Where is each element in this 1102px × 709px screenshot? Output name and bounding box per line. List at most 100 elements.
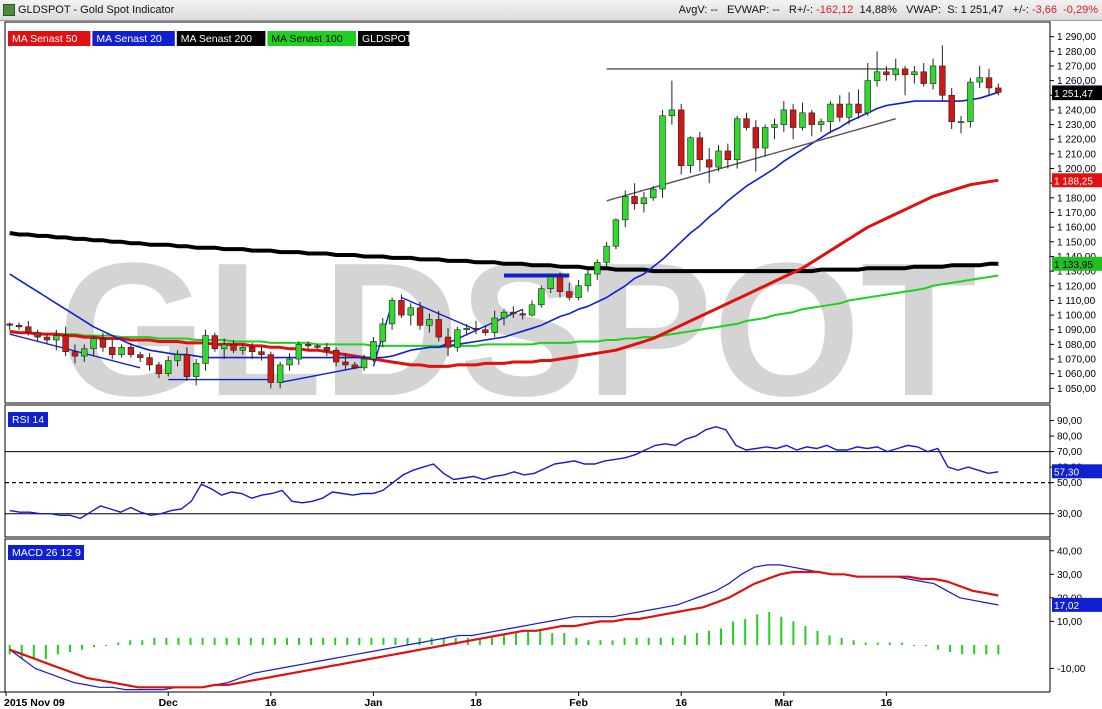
- candle-up: [370, 341, 377, 360]
- candle-down: [808, 112, 815, 125]
- legend-0-bg: [8, 31, 91, 46]
- macd-histogram-bar: [515, 633, 518, 645]
- macd-histogram-bar: [828, 635, 831, 645]
- macd-histogram-bar: [44, 644, 47, 660]
- candle-down: [920, 71, 927, 84]
- macd-histogram-bar: [732, 621, 735, 645]
- macd-histogram-bar: [117, 642, 120, 645]
- legend-0-label: MA Senast 50: [12, 33, 78, 45]
- macd-histogram-bar: [237, 637, 240, 645]
- candle-up: [584, 273, 592, 287]
- candle-down: [678, 109, 685, 166]
- price-tick-label: 1 070,00: [1057, 355, 1096, 366]
- macd-histogram-bar: [804, 626, 807, 645]
- last-price-tag: 1 251,47: [1054, 89, 1093, 100]
- rsi-legend-bg: [8, 412, 48, 427]
- time-tick-label: 16: [265, 697, 277, 709]
- time-tick-label: 18: [470, 697, 482, 709]
- macd-histogram-bar: [744, 619, 747, 645]
- candle-down: [883, 71, 890, 76]
- avgv-label: AvgV:: [678, 4, 708, 16]
- candle-down: [146, 357, 153, 366]
- time-tick-label: 16: [675, 697, 687, 709]
- window-title: GLDSPOT - Gold Spot Indicator: [18, 4, 175, 16]
- price-tick-label: 1 180,00: [1057, 193, 1096, 204]
- price-tick-label: 1 170,00: [1057, 208, 1096, 219]
- candle-down: [556, 276, 564, 292]
- candle-up: [379, 323, 386, 342]
- macd-histogram-bar: [973, 644, 976, 655]
- macd-histogram-bar: [949, 644, 952, 652]
- rsi-value-tag: 57,30: [1054, 467, 1079, 478]
- legend-1-label: MA Senast 20: [96, 33, 162, 45]
- candle-down: [631, 196, 638, 205]
- candle-down: [416, 307, 424, 326]
- macd-histogram-bar: [406, 637, 409, 645]
- time-tick-label: Dec: [159, 697, 178, 709]
- macd-histogram-bar: [816, 630, 819, 645]
- candle-down: [267, 354, 275, 383]
- r-value: -162,12: [816, 4, 854, 16]
- macd-legend-label: MACD 26 12 9: [12, 547, 81, 559]
- price-tick-label: 1 210,00: [1057, 149, 1096, 160]
- time-tick-label: Feb: [569, 697, 588, 709]
- price-tick-label: 1 240,00: [1057, 105, 1096, 116]
- candle-up: [659, 115, 666, 190]
- ma20-line: [9, 91, 999, 359]
- macd-histogram-bar: [937, 644, 940, 650]
- candle-up: [528, 304, 536, 316]
- macd-tick-label: -10,00: [1057, 664, 1086, 675]
- macd-histogram-bar: [93, 644, 96, 648]
- candle-down: [71, 351, 79, 357]
- macd-histogram-bar: [659, 637, 662, 645]
- macd-histogram-bar: [985, 644, 988, 655]
- macd-histogram-bar: [370, 637, 373, 645]
- macd-histogram-bar: [864, 642, 867, 645]
- rsi-legend-label: RSI 14: [12, 414, 44, 426]
- candle-down: [323, 347, 330, 351]
- last-price-tag-bg: [1052, 86, 1102, 101]
- candle-up: [276, 364, 284, 383]
- ma50-value-tag: 1 188,25: [1054, 176, 1093, 187]
- candle-up: [202, 335, 209, 364]
- macd-histogram-bar: [273, 637, 276, 645]
- macd-histogram-bar: [201, 637, 204, 645]
- macd-histogram-bar: [587, 640, 590, 645]
- price-tick-label: 1 230,00: [1057, 120, 1096, 131]
- macd-signal-line: [9, 570, 999, 689]
- macd-histogram-bar: [430, 637, 433, 645]
- price-tick-label: 1 090,00: [1057, 325, 1096, 336]
- candle-up: [360, 358, 368, 369]
- watermark-text: GLDSPOT: [58, 224, 976, 436]
- macd-histogram-bar: [189, 637, 192, 645]
- vwap-label: VWAP:: [906, 4, 942, 16]
- price-tick-label: 1 150,00: [1057, 237, 1096, 248]
- rsi-tick-label: 80,00: [1057, 432, 1082, 443]
- candle-up: [929, 65, 937, 84]
- time-axis-bg: [0, 692, 1102, 709]
- macd-histogram-bar: [249, 637, 252, 645]
- candle-down: [43, 336, 51, 341]
- price-tick-label: 1 290,00: [1057, 32, 1096, 43]
- candle-down: [939, 65, 946, 96]
- candle-down: [332, 349, 340, 363]
- macd-histogram-bar: [32, 644, 35, 660]
- candle-up: [892, 68, 899, 76]
- macd-histogram-bar: [418, 637, 421, 645]
- quote-stats: AvgV: -- EVWAP: -- R+/-: -162,12 14,88% …: [679, 0, 1098, 20]
- ma200-value-tag-bg: [1052, 256, 1102, 271]
- candle-up: [90, 338, 97, 350]
- macd-histogram-bar: [961, 644, 964, 655]
- candle-up: [118, 347, 125, 355]
- macd-histogram-bar: [997, 644, 1000, 655]
- candle-down: [258, 351, 265, 355]
- candle-up: [799, 112, 806, 128]
- price-tick-label: 1 100,00: [1057, 311, 1096, 322]
- time-tick-label: Jan: [364, 697, 382, 709]
- candle-down: [985, 77, 993, 89]
- candle-up: [780, 109, 788, 125]
- macd-histogram-bar: [924, 644, 927, 646]
- candle-up: [53, 335, 60, 341]
- candle-down: [519, 313, 526, 316]
